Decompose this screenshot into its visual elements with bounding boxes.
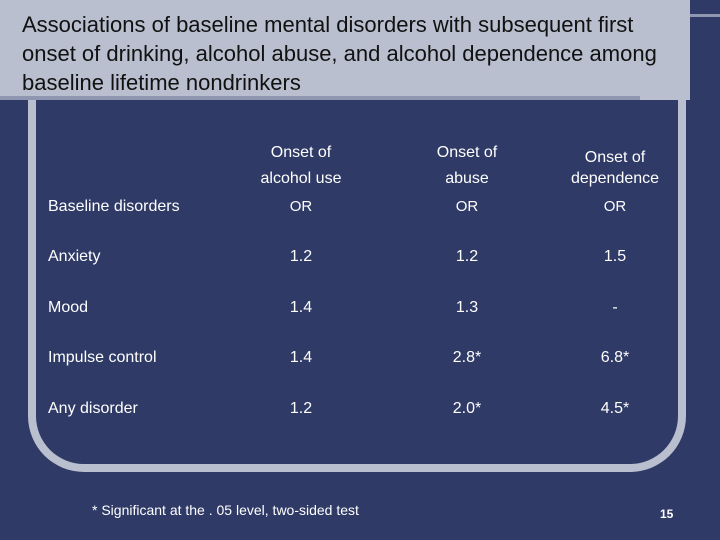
col-header-dependence-line2: dependence	[570, 170, 660, 187]
slide-title: Associations of baseline mental disorder…	[22, 12, 657, 95]
table-cell: 4.5*	[600, 400, 630, 417]
row-label-impulse-control: Impulse control	[48, 349, 157, 366]
table-cell: 1.4	[289, 299, 313, 316]
table-cell: 1.3	[455, 299, 479, 316]
col-sub-or: OR	[289, 198, 313, 215]
row-label-any-disorder: Any disorder	[48, 400, 138, 417]
title-accent-line	[690, 14, 720, 17]
title-band	[0, 0, 690, 100]
col-header-alcohol-use-line1: Onset of	[270, 144, 332, 161]
col-header-alcohol-use-line2: alcohol use	[260, 170, 342, 187]
title-divider	[0, 96, 640, 100]
col-sub-or: OR	[603, 198, 627, 215]
row-header-label: Baseline disorders	[48, 198, 180, 215]
page-number: 15	[660, 507, 674, 521]
row-label-mood: Mood	[48, 299, 89, 316]
table-cell: 1.2	[455, 248, 479, 265]
table-cell: 2.8*	[452, 349, 482, 366]
table-cell: 1.2	[289, 400, 313, 417]
col-header-abuse-line2: abuse	[445, 170, 489, 187]
col-header-abuse-line1: Onset of	[436, 144, 498, 161]
table-cell: 6.8*	[600, 349, 630, 366]
table-cell: 1.4	[289, 349, 313, 366]
table-cell: 1.2	[289, 248, 313, 265]
col-header-dependence-line1: Onset of	[584, 149, 646, 166]
table-cell: 2.0*	[452, 400, 482, 417]
content-frame	[28, 100, 686, 472]
table-cell: 1.5	[603, 248, 627, 265]
footnote: * Significant at the . 05 level, two-sid…	[92, 502, 359, 518]
table-cell: -	[612, 299, 618, 316]
col-sub-or: OR	[455, 198, 479, 215]
row-label-anxiety: Anxiety	[48, 248, 101, 265]
